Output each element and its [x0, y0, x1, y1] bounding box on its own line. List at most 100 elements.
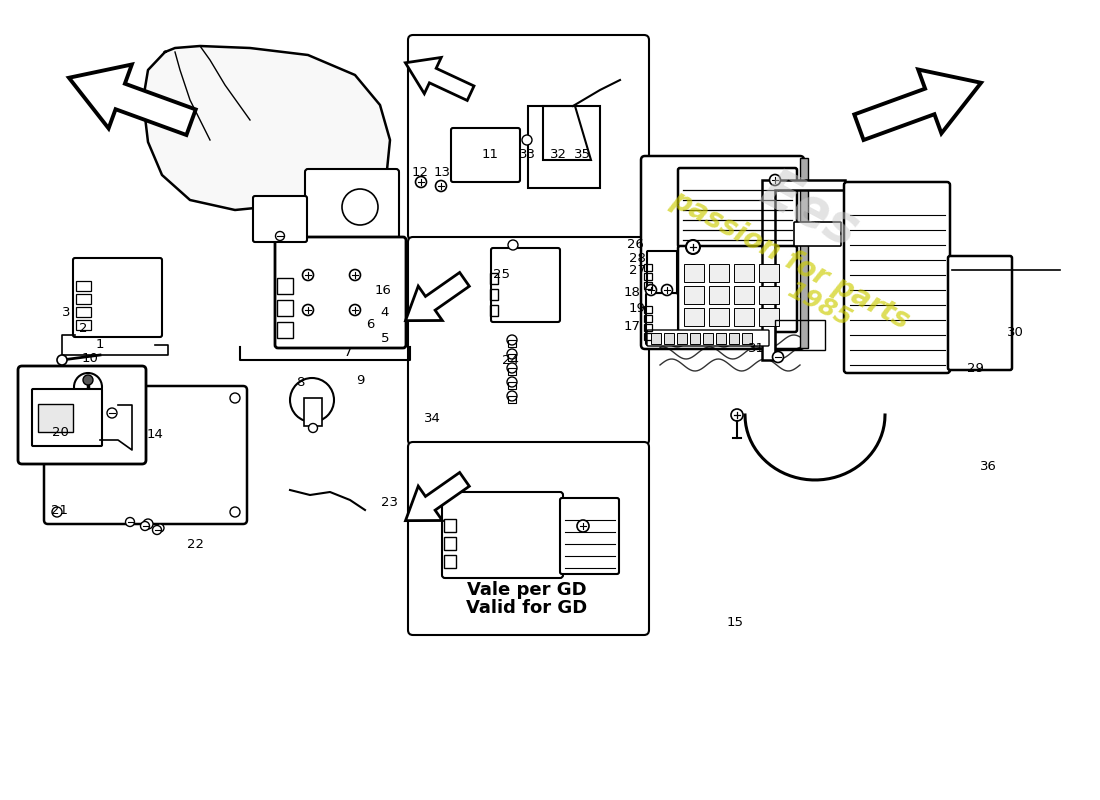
- Bar: [776, 320, 825, 350]
- Circle shape: [507, 335, 517, 345]
- Bar: [690, 333, 700, 344]
- FancyBboxPatch shape: [408, 35, 649, 240]
- Bar: [644, 333, 652, 340]
- FancyBboxPatch shape: [44, 386, 248, 524]
- FancyBboxPatch shape: [560, 498, 619, 574]
- Circle shape: [302, 305, 313, 315]
- Text: 27: 27: [628, 263, 646, 277]
- Circle shape: [302, 270, 313, 281]
- FancyBboxPatch shape: [641, 156, 804, 349]
- Circle shape: [350, 270, 361, 281]
- Circle shape: [507, 391, 517, 401]
- Bar: [277, 300, 293, 316]
- Bar: [528, 106, 600, 188]
- Bar: [644, 324, 652, 331]
- Polygon shape: [406, 473, 470, 521]
- Circle shape: [646, 285, 657, 295]
- Circle shape: [82, 375, 94, 385]
- Polygon shape: [762, 180, 845, 360]
- Bar: [734, 286, 754, 304]
- Circle shape: [290, 378, 334, 422]
- Circle shape: [107, 408, 117, 418]
- Text: 15: 15: [726, 615, 744, 629]
- Circle shape: [143, 519, 153, 529]
- Circle shape: [52, 507, 62, 517]
- FancyBboxPatch shape: [948, 256, 1012, 370]
- Bar: [800, 158, 808, 348]
- FancyBboxPatch shape: [253, 196, 307, 242]
- Text: 20: 20: [52, 426, 68, 438]
- Polygon shape: [69, 65, 196, 135]
- Bar: [710, 286, 729, 304]
- Bar: [277, 278, 293, 294]
- Circle shape: [732, 409, 742, 421]
- Text: 26: 26: [627, 238, 644, 251]
- Text: 11: 11: [482, 149, 498, 162]
- FancyBboxPatch shape: [647, 330, 769, 346]
- Text: 1985: 1985: [783, 278, 856, 332]
- Circle shape: [770, 174, 781, 186]
- Text: Vale per GD: Vale per GD: [468, 581, 586, 599]
- FancyBboxPatch shape: [678, 168, 798, 247]
- Bar: [76, 307, 91, 317]
- Bar: [39, 404, 73, 432]
- Text: 36: 36: [980, 459, 997, 473]
- Text: 34: 34: [424, 411, 440, 425]
- Bar: [651, 333, 661, 344]
- Bar: [444, 555, 456, 568]
- Text: 3: 3: [62, 306, 70, 318]
- FancyBboxPatch shape: [305, 169, 399, 245]
- Bar: [710, 264, 729, 282]
- Bar: [508, 354, 516, 361]
- Bar: [76, 320, 91, 330]
- Text: 18: 18: [624, 286, 640, 298]
- Circle shape: [74, 373, 102, 401]
- Circle shape: [772, 351, 783, 362]
- Text: 10: 10: [81, 351, 98, 365]
- Circle shape: [686, 240, 700, 254]
- Text: 23: 23: [382, 495, 398, 509]
- FancyBboxPatch shape: [844, 182, 950, 373]
- FancyBboxPatch shape: [32, 389, 102, 446]
- Bar: [710, 308, 729, 326]
- Circle shape: [508, 240, 518, 250]
- Bar: [444, 537, 456, 550]
- Text: 9: 9: [355, 374, 364, 386]
- Bar: [644, 306, 652, 313]
- Text: passion for parts: passion for parts: [666, 185, 914, 335]
- Polygon shape: [406, 58, 474, 101]
- Circle shape: [416, 177, 427, 187]
- Text: 30: 30: [1006, 326, 1023, 338]
- Circle shape: [52, 393, 62, 403]
- FancyBboxPatch shape: [451, 128, 520, 182]
- Text: 6: 6: [366, 318, 374, 331]
- Bar: [508, 340, 516, 347]
- FancyBboxPatch shape: [275, 237, 406, 348]
- Text: 2: 2: [79, 322, 87, 334]
- FancyBboxPatch shape: [491, 248, 560, 322]
- Circle shape: [156, 524, 164, 532]
- FancyBboxPatch shape: [794, 222, 842, 246]
- Bar: [490, 305, 498, 316]
- FancyBboxPatch shape: [678, 246, 798, 332]
- Circle shape: [507, 363, 517, 373]
- Circle shape: [436, 181, 447, 191]
- Bar: [644, 273, 652, 280]
- Bar: [734, 308, 754, 326]
- Text: 17: 17: [624, 319, 640, 333]
- Text: 29: 29: [967, 362, 983, 374]
- Bar: [742, 333, 752, 344]
- Text: 21: 21: [52, 503, 68, 517]
- Circle shape: [350, 305, 361, 315]
- Bar: [759, 286, 779, 304]
- Bar: [664, 333, 674, 344]
- Text: 7: 7: [343, 346, 352, 358]
- Bar: [76, 294, 91, 304]
- Bar: [734, 264, 754, 282]
- Text: 32: 32: [550, 149, 566, 162]
- Text: 12: 12: [411, 166, 429, 178]
- Circle shape: [153, 526, 162, 534]
- Text: 16: 16: [375, 283, 392, 297]
- Text: 1: 1: [96, 338, 104, 351]
- Text: 8: 8: [296, 375, 305, 389]
